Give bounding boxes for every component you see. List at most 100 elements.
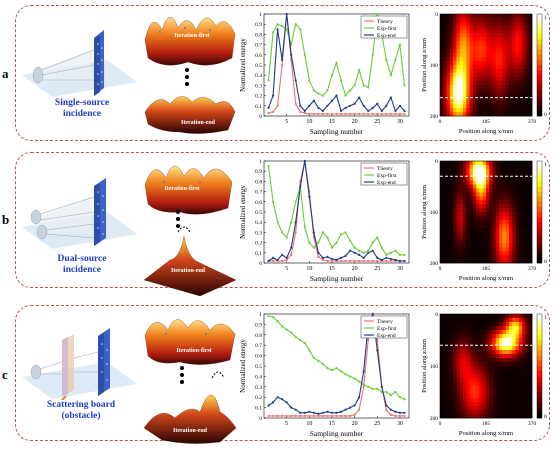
data-point xyxy=(281,25,284,28)
heat-cell xyxy=(502,41,507,46)
heat-cell xyxy=(492,192,497,197)
heat-cell xyxy=(446,108,451,113)
heat-cell xyxy=(515,68,520,74)
heat-cell xyxy=(456,61,461,66)
heat-cell xyxy=(453,176,457,181)
x-tick-label: 10 xyxy=(306,119,312,125)
heat-cell xyxy=(456,84,461,89)
heat-cell xyxy=(515,112,520,117)
heat-cell xyxy=(476,212,480,217)
heat-cell xyxy=(456,80,461,85)
heat-cell xyxy=(463,168,467,174)
heat-cell xyxy=(463,390,467,395)
heat-cell xyxy=(509,14,513,19)
heat-cell xyxy=(492,215,497,221)
heat-cell xyxy=(446,96,451,101)
heat-cell xyxy=(522,72,526,78)
data-point xyxy=(308,410,311,413)
heat-cell xyxy=(489,92,493,97)
heat-cell xyxy=(492,235,497,240)
heat-cell xyxy=(449,394,454,399)
heat-cell xyxy=(463,318,467,323)
heat-cell xyxy=(479,370,484,375)
heat-cell xyxy=(482,41,487,46)
data-point xyxy=(303,109,306,112)
heat-cell xyxy=(453,330,457,335)
heat-cell xyxy=(479,382,484,387)
heat-cell xyxy=(528,161,533,166)
heat-cell xyxy=(479,161,484,166)
heat-cell xyxy=(518,259,523,264)
heat-cell xyxy=(515,184,520,189)
heat-cell xyxy=(515,180,520,185)
heat-cell xyxy=(492,33,497,38)
heat-cell xyxy=(499,410,503,415)
heat-cell xyxy=(515,196,520,201)
heat-cell xyxy=(456,212,461,217)
heat-cell xyxy=(482,212,487,217)
heat-cell xyxy=(499,338,503,343)
heat-cell xyxy=(509,96,513,101)
heat-cell xyxy=(449,68,454,74)
heat-cell xyxy=(446,212,451,217)
heat-cell xyxy=(456,370,461,375)
heat-cell xyxy=(476,394,480,399)
heat-cell xyxy=(495,72,500,78)
heat-cell xyxy=(495,326,500,331)
heat-cell xyxy=(522,358,526,363)
colorbar-cell xyxy=(537,100,542,107)
heat-cell xyxy=(456,394,461,399)
heat-cell xyxy=(482,318,487,323)
data-point xyxy=(398,104,402,107)
heat-cell xyxy=(502,366,507,371)
heat-cell xyxy=(476,176,480,181)
heat-cell xyxy=(509,318,513,323)
heat-cell xyxy=(486,200,490,205)
panel-label-b: b xyxy=(2,212,10,227)
heat-cell xyxy=(505,318,510,323)
heat-cell xyxy=(479,398,484,403)
heat-cell xyxy=(515,88,520,93)
heat-cell xyxy=(486,80,490,85)
heat-cell xyxy=(446,88,451,93)
heat-cell xyxy=(512,414,516,419)
heat-cell xyxy=(446,330,451,335)
heat-cell xyxy=(522,322,526,327)
heat-cell xyxy=(463,235,467,240)
x-tick-label: 30 xyxy=(397,266,403,272)
heat-cell xyxy=(509,88,513,93)
heat-cell xyxy=(528,192,533,197)
heat-cell xyxy=(528,390,533,395)
heat-cell xyxy=(512,180,516,185)
heat-cell xyxy=(476,65,480,70)
heat-cell xyxy=(505,200,510,205)
iteration-end-label-b: Iteration-end xyxy=(171,268,206,274)
heat-cell xyxy=(515,215,520,221)
heat-cell xyxy=(479,354,484,359)
y-tick-label: 0.6 xyxy=(255,354,262,360)
heat-cell xyxy=(525,235,530,240)
heat-cell xyxy=(479,184,484,189)
data-point xyxy=(267,414,270,418)
data-point xyxy=(281,398,284,401)
heat-cell xyxy=(446,14,451,19)
heat-cell xyxy=(515,227,520,232)
heat-cell xyxy=(515,223,520,228)
heat-cell xyxy=(492,204,497,209)
heat-cell xyxy=(482,350,487,355)
heat-cell xyxy=(528,374,533,379)
heat-cell xyxy=(486,204,490,209)
heat-cell xyxy=(528,17,533,23)
heat-cell xyxy=(469,247,474,252)
heat-cell xyxy=(456,350,461,355)
heat-cell xyxy=(476,322,480,327)
heat-cell xyxy=(456,172,461,177)
heat-cell xyxy=(440,21,444,27)
heat-cell xyxy=(466,104,470,109)
heat-cell xyxy=(515,168,520,174)
heat-cell xyxy=(446,21,451,27)
heat-cell xyxy=(515,255,520,260)
heat-cell xyxy=(449,29,454,34)
heat-cell xyxy=(443,378,447,383)
heat-cell xyxy=(522,386,526,391)
